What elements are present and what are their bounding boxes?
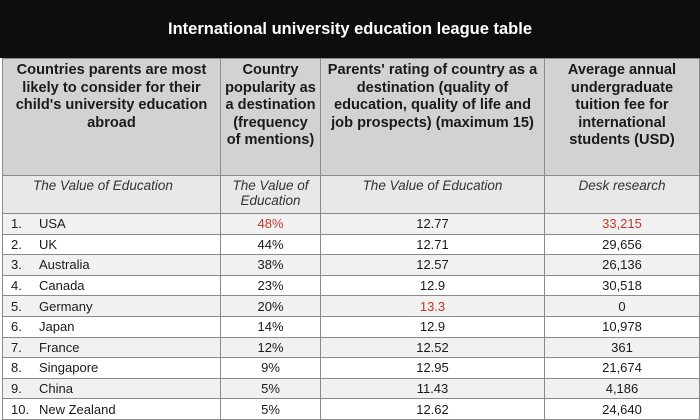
popularity-cell: 12% (220, 336, 321, 359)
country-name: UK (39, 236, 58, 252)
fee-cell: 0 (544, 295, 700, 317)
popularity-cell: 44% (220, 233, 321, 256)
popularity-cell: 38% (220, 254, 321, 276)
table-row: 4. Canada 23% 12.9 30,518 (2, 274, 700, 297)
country-name: Canada (39, 278, 85, 294)
league-table: Countries parents are most likely to con… (2, 58, 700, 420)
country-cell: 5. Germany (2, 295, 221, 317)
source-popularity: The Value of Education (220, 175, 321, 214)
source-countries: The Value of Education (2, 175, 221, 214)
rank-number: 6. (11, 319, 22, 335)
country-name: China (39, 381, 73, 397)
country-name: France (39, 339, 80, 355)
header-row: Countries parents are most likely to con… (2, 58, 700, 176)
rank-number: 7. (11, 339, 22, 355)
table-title: International university education leagu… (0, 0, 700, 58)
rank-number: 8. (11, 360, 22, 376)
fee-cell: 21,674 (544, 357, 700, 379)
rating-cell: 12.95 (320, 357, 545, 379)
rating-cell: 12.9 (320, 274, 545, 297)
source-rating: The Value of Education (320, 175, 545, 214)
popularity-cell: 23% (220, 274, 321, 297)
rating-cell: 12.57 (320, 254, 545, 276)
popularity-cell: 14% (220, 315, 321, 338)
country-cell: 9. China (2, 377, 221, 400)
header-popularity: Country popularity as a destination (fre… (220, 58, 321, 176)
table-row: 2. UK 44% 12.71 29,656 (2, 233, 700, 256)
popularity-cell: 9% (220, 357, 321, 379)
fee-cell: 29,656 (544, 233, 700, 256)
source-row: The Value of Education The Value of Educ… (2, 175, 700, 214)
country-cell: 8. Singapore (2, 357, 221, 379)
table-row: 9. China 5% 11.43 4,186 (2, 377, 700, 400)
country-cell: 6. Japan (2, 315, 221, 338)
table-row: 3. Australia 38% 12.57 26,136 (2, 254, 700, 276)
rating-cell: 12.9 (320, 315, 545, 338)
header-rating: Parents' rating of country as a destinat… (320, 58, 545, 176)
header-tuition-fee: Average annual undergraduate tuition fee… (544, 58, 700, 176)
fee-cell: 4,186 (544, 377, 700, 400)
rating-cell: 12.52 (320, 336, 545, 359)
fee-cell: 26,136 (544, 254, 700, 276)
fee-cell: 24,640 (544, 398, 700, 420)
table-row: 1. USA 48% 12.77 33,215 (2, 213, 700, 235)
country-name: New Zealand (39, 401, 116, 417)
country-name: Japan (39, 319, 75, 335)
country-name: USA (39, 216, 66, 232)
rank-number: 5. (11, 298, 22, 314)
fee-cell: 361 (544, 336, 700, 359)
country-cell: 7. France (2, 336, 221, 359)
country-cell: 2. UK (2, 233, 221, 256)
country-cell: 10. New Zealand (2, 398, 221, 420)
popularity-cell: 5% (220, 398, 321, 420)
country-cell: 1. USA (2, 213, 221, 235)
country-name: Germany (39, 298, 93, 314)
rank-number: 2. (11, 236, 22, 252)
rating-cell: 12.62 (320, 398, 545, 420)
country-name: Singapore (39, 360, 99, 376)
country-name: Australia (39, 257, 90, 273)
fee-cell: 33,215 (544, 213, 700, 235)
table-row: 7. France 12% 12.52 361 (2, 336, 700, 359)
rating-cell: 12.77 (320, 213, 545, 235)
header-countries: Countries parents are most likely to con… (2, 58, 221, 176)
fee-cell: 30,518 (544, 274, 700, 297)
rating-cell: 13.3 (320, 295, 545, 317)
rank-number: 3. (11, 257, 22, 273)
rank-number: 4. (11, 278, 22, 294)
popularity-cell: 5% (220, 377, 321, 400)
rank-number: 10. (11, 401, 30, 417)
source-tuition-fee: Desk research (544, 175, 700, 214)
country-cell: 3. Australia (2, 254, 221, 276)
rating-cell: 12.71 (320, 233, 545, 256)
table-row: 5. Germany 20% 13.3 0 (2, 295, 700, 317)
country-cell: 4. Canada (2, 274, 221, 297)
table-row: 6. Japan 14% 12.9 10,978 (2, 315, 700, 338)
popularity-cell: 48% (220, 213, 321, 235)
popularity-cell: 20% (220, 295, 321, 317)
rank-number: 9. (11, 381, 22, 397)
table-row: 10. New Zealand 5% 12.62 24,640 (2, 398, 700, 420)
table-row: 8. Singapore 9% 12.95 21,674 (2, 357, 700, 379)
fee-cell: 10,978 (544, 315, 700, 338)
rating-cell: 11.43 (320, 377, 545, 400)
rank-number: 1. (11, 216, 22, 232)
